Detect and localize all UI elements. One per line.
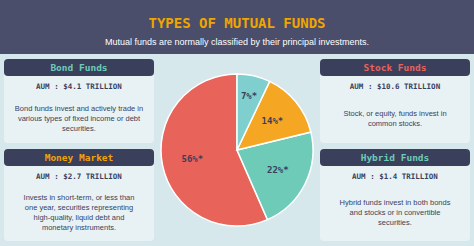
card-title: Hybrid Funds bbox=[361, 152, 430, 163]
card-title-box bbox=[320, 59, 470, 76]
card-description-line: Hybrid funds invest in both bonds bbox=[340, 198, 451, 207]
card: Bond Funds AUM : $4.1 TRILLION Bond funds … bbox=[4, 59, 154, 143]
card-title: Stock Funds bbox=[364, 62, 427, 73]
card-description-line: securities. bbox=[378, 218, 412, 227]
pie bbox=[161, 74, 313, 226]
card-aum: AUM : $4.1 TRILLION bbox=[36, 82, 122, 91]
card-background bbox=[320, 59, 470, 143]
card-description-line: monetary instruments. bbox=[42, 223, 116, 232]
header-background bbox=[0, 0, 474, 54]
card-description: Invests in short-term, or less thanone y… bbox=[24, 193, 135, 232]
card-title-box bbox=[4, 149, 154, 166]
card-background bbox=[4, 149, 154, 241]
data-label: 22%* bbox=[267, 165, 289, 175]
card-description-line: Invests in short-term, or less than bbox=[24, 193, 135, 202]
data-label: 56%* bbox=[182, 154, 204, 164]
card-description: Stock, or equity, funds invest incommon … bbox=[343, 109, 446, 128]
data-label: 7%* bbox=[241, 91, 257, 101]
card-description-line: Bond funds invest and actively trade in bbox=[15, 104, 143, 113]
card-description: Bond funds invest and actively trade inv… bbox=[15, 104, 143, 133]
card-aum: AUM : $10.6 TRILLION bbox=[350, 82, 441, 91]
card-background bbox=[320, 149, 470, 241]
card-description-line: various types of fixed income or debt bbox=[18, 114, 141, 123]
card-description-line: Stock, or equity, funds invest in bbox=[343, 109, 446, 118]
chart: TYPES OF MUTUAL FUNDS Mutual funds are no… bbox=[0, 0, 474, 246]
card-title: Money Market bbox=[45, 152, 114, 163]
subtitle: Mutual funds are normally classified by … bbox=[105, 37, 369, 47]
card-aum: AUM : $2.7 TRILLION bbox=[36, 172, 122, 181]
card-title: Bond Funds bbox=[50, 62, 107, 73]
card-description-line: and stocks or in convertible bbox=[350, 208, 441, 217]
card: Money Market AUM : $2.7 TRILLION Invests i… bbox=[4, 149, 154, 241]
pie-slice bbox=[237, 74, 270, 150]
card-title-box bbox=[4, 59, 154, 76]
card-description: Hybrid funds invest in both bondsand sto… bbox=[340, 198, 451, 227]
card: Hybrid Funds AUM : $1.4 TRILLION Hybrid fu… bbox=[320, 149, 470, 241]
card-description-line: securities. bbox=[62, 124, 96, 133]
card-description-line: one year, securities representing bbox=[25, 203, 133, 212]
body-background bbox=[0, 54, 474, 246]
card-title-box bbox=[320, 149, 470, 166]
card-background bbox=[4, 59, 154, 143]
data-label: 14%* bbox=[262, 116, 284, 126]
title: TYPES OF MUTUAL FUNDS bbox=[148, 15, 325, 31]
card-description-line: common stocks. bbox=[368, 119, 422, 128]
pie-labels: 56%* 22%* 14%* 7%* bbox=[182, 91, 289, 175]
card-aum: AUM : $1.4 TRILLION bbox=[352, 172, 438, 181]
card-description-line: high-quality, liquid debt and bbox=[34, 213, 125, 222]
card: Stock Funds AUM : $10.6 TRILLION Stock, or… bbox=[320, 59, 470, 143]
